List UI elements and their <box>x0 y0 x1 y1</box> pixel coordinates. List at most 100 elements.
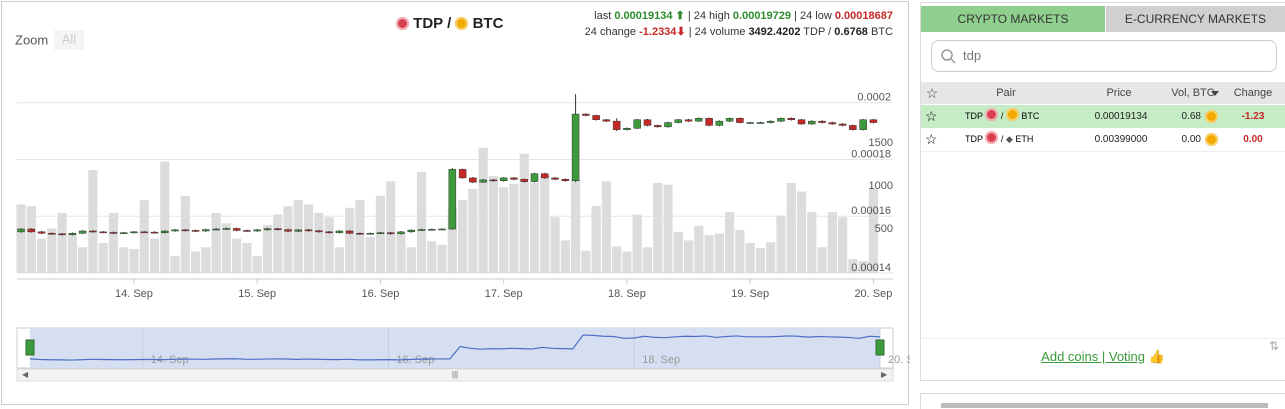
stat-label: BTC <box>871 26 893 38</box>
candle-body <box>653 125 662 128</box>
navigator-range[interactable] <box>30 328 880 368</box>
change: -1.2334 <box>639 26 677 38</box>
volume-bar <box>817 247 827 273</box>
candle-body <box>612 120 621 130</box>
zoom-button[interactable]: All <box>62 31 77 46</box>
volume-bar <box>704 235 714 273</box>
candle-body <box>746 122 754 124</box>
tab-crypto[interactable]: CRYPTO MARKETS <box>921 6 1105 32</box>
volume-bar <box>827 212 837 273</box>
zoom-label: Zoom <box>15 32 48 47</box>
candle-body <box>140 231 148 234</box>
x-tick-label: 20. Sep <box>854 288 892 300</box>
last-price: 0.00019134 <box>614 10 673 22</box>
candle-body <box>664 122 672 128</box>
btc-icon <box>455 17 469 30</box>
volume-bar <box>581 250 591 273</box>
candle-body <box>274 228 282 230</box>
volume-bar <box>694 225 704 273</box>
volume-bar <box>190 251 201 273</box>
candle-body <box>766 120 775 123</box>
volume-bar <box>273 214 283 273</box>
volume-bar <box>47 228 57 273</box>
candle-body <box>417 229 426 231</box>
thumb-icon: 👍 <box>1145 349 1165 364</box>
candle-body <box>407 229 416 233</box>
tdp-icon <box>396 17 409 30</box>
candle-body <box>191 230 200 232</box>
tdp-icon <box>985 131 999 144</box>
volume-bar <box>252 255 262 273</box>
base-coin: TDP <box>413 15 443 32</box>
quote-icon <box>1005 108 1019 121</box>
candle-body <box>633 119 641 129</box>
volume-bar <box>324 217 334 273</box>
zoom-button-bg[interactable] <box>54 30 84 50</box>
stat-label: | 24 volume <box>688 26 746 38</box>
price: 0.00399000 <box>1094 134 1148 145</box>
volume-bar <box>375 195 386 273</box>
star-header[interactable]: ☆ <box>925 85 939 101</box>
scroll-left[interactable]: ◀ <box>22 370 29 379</box>
column-header[interactable]: Vol, BTC <box>1171 87 1215 99</box>
volume: 0.00 <box>1181 134 1201 145</box>
quote-icon: ◆ <box>1005 134 1013 144</box>
volume-bar <box>386 181 396 273</box>
star[interactable]: ☆ <box>925 108 938 124</box>
navigator-handle[interactable] <box>25 339 35 356</box>
candle-body <box>725 118 734 122</box>
volume-bar <box>406 247 416 273</box>
volume-bar <box>119 247 129 273</box>
stat-label: 24 change <box>584 26 637 38</box>
volume-bar <box>160 161 170 273</box>
candle-body <box>623 128 631 130</box>
market-row[interactable] <box>921 105 1285 129</box>
y2-tick-label: 1000 <box>869 180 893 192</box>
volume-bar <box>149 238 160 273</box>
volume-bar <box>88 170 98 273</box>
candle-body <box>818 120 826 123</box>
scrollbar[interactable] <box>16 368 894 382</box>
scroll-right[interactable]: ▶ <box>881 370 888 379</box>
search-box[interactable]: tdp <box>931 40 1277 72</box>
volume-bar <box>663 184 673 273</box>
chart: Zoom All ||| ◀ ▶ 0.00014 0.00016 0.00018 0.… <box>15 30 910 382</box>
candle-body <box>592 115 600 120</box>
x-tick-label: 18. Sep <box>608 288 646 300</box>
volume-bar <box>499 187 509 273</box>
footer: Add coins | Voting 👍 <box>921 349 1285 365</box>
navigator-label: 20. Sep <box>888 354 910 366</box>
navigator-handle[interactable] <box>875 339 885 356</box>
volume-bar <box>755 248 766 273</box>
column-header[interactable]: Change <box>1233 87 1273 99</box>
volume-bar <box>57 212 67 273</box>
pair: TDP / BTC <box>965 105 1039 128</box>
column-header[interactable]: Price <box>1106 87 1132 99</box>
resize-icon[interactable]: ⇅ <box>1269 339 1280 353</box>
x-tick-label: 19. Sep <box>731 288 769 300</box>
candle-body <box>376 232 385 234</box>
tab-ecurrency[interactable]: E-CURRENCY MARKETS <box>1106 6 1285 32</box>
candle-body <box>356 233 364 235</box>
candle-body <box>37 231 46 234</box>
candle-body <box>499 177 508 182</box>
candle-body <box>828 122 837 125</box>
add-coins-link[interactable]: Add coins | Voting <box>1041 349 1146 364</box>
volume-bar <box>201 247 211 273</box>
volume-bar <box>725 212 735 273</box>
star[interactable]: ☆ <box>925 131 938 147</box>
search-icon <box>941 49 956 64</box>
y-tick-label: 0.00016 <box>851 205 891 217</box>
market-row[interactable] <box>921 128 1285 152</box>
volume-bar <box>232 238 242 273</box>
candle-body <box>510 177 518 180</box>
scrollbar-grip[interactable]: ||| <box>452 370 458 379</box>
column-header[interactable]: Pair <box>996 87 1016 99</box>
volume-bar <box>283 206 293 273</box>
candle-body <box>68 233 77 235</box>
candle-body <box>17 228 25 233</box>
candle-body <box>99 231 107 234</box>
stat-label: | 24 low <box>794 10 832 22</box>
search-text[interactable]: tdp <box>963 48 982 63</box>
